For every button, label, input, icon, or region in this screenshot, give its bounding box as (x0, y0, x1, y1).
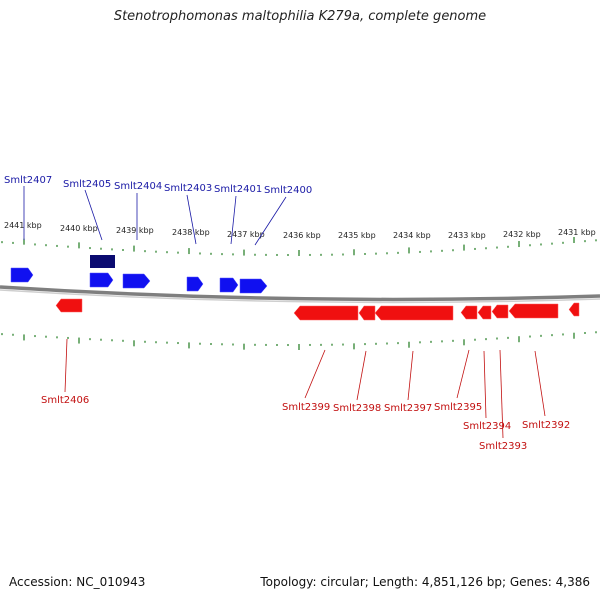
gene-label-smlt2398[interactable]: Smlt2398 (333, 403, 381, 414)
reverse-gene-arrow[interactable] (55, 298, 83, 313)
gene-label-smlt2395[interactable]: Smlt2395 (434, 402, 482, 413)
kbp-label: 2439 kbp (116, 226, 154, 235)
label-leader-line (254, 196, 287, 246)
forward-gene-arrow[interactable] (10, 267, 34, 283)
kbp-label: 2433 kbp (448, 231, 486, 240)
gene-label-smlt2407[interactable]: Smlt2407 (4, 175, 52, 186)
map-title: Stenotrophomonas maltophilia K279a, comp… (113, 9, 487, 24)
reverse-tick-track (1, 331, 597, 351)
forward-gene-arrow[interactable] (122, 273, 151, 289)
genome-summary-text: Topology: circular; Length: 4,851,126 bp… (260, 575, 590, 589)
label-leader-line (499, 349, 504, 439)
label-leader-line (534, 350, 546, 417)
genome-backbone-shadow (0, 289, 600, 304)
forward-tick-track (1, 236, 597, 257)
reverse-gene-arrow[interactable] (358, 305, 376, 321)
gene-label-smlt2393[interactable]: Smlt2393 (479, 441, 527, 452)
gene-label-smlt2401[interactable]: Smlt2401 (214, 184, 262, 195)
label-leader-line (456, 349, 470, 399)
gene-label-smlt2392[interactable]: Smlt2392 (522, 420, 570, 431)
forward-gene-arrow[interactable] (89, 272, 114, 288)
forward-gene-arrow[interactable] (219, 277, 239, 293)
reverse-gene-arrow[interactable] (568, 302, 580, 317)
reverse-gene-labels: Smlt2406 Smlt2399 Smlt2398 Smlt2397 Smlt… (41, 338, 570, 452)
genome-backbone (0, 285, 600, 302)
label-leader-line (64, 338, 68, 393)
label-leader-line (483, 350, 487, 419)
gene-label-smlt2405[interactable]: Smlt2405 (63, 179, 111, 190)
kbp-label: 2434 kbp (393, 231, 431, 240)
gene-label-smlt2406[interactable]: Smlt2406 (41, 395, 89, 406)
gene-label-smlt2394[interactable]: Smlt2394 (463, 421, 511, 432)
label-leader-line (304, 349, 326, 399)
kbp-label: 2432 kbp (503, 230, 541, 239)
reverse-gene-arrow[interactable] (460, 305, 478, 320)
gene-label-smlt2400[interactable]: Smlt2400 (264, 185, 312, 196)
kbp-label: 2440 kbp (60, 224, 98, 233)
forward-gene-labels: Smlt2407 Smlt2405 Smlt2404 Smlt2403 Smlt… (4, 175, 312, 246)
kbp-label: 2441 kbp (4, 221, 42, 230)
forward-gene-arrow-highlighted[interactable] (90, 255, 115, 268)
label-leader-line (407, 350, 414, 401)
forward-gene-arrow[interactable] (239, 278, 268, 294)
gene-label-smlt2404[interactable]: Smlt2404 (114, 181, 162, 192)
kbp-label: 2431 kbp (558, 228, 596, 237)
kbp-label: 2437 kbp (227, 230, 265, 239)
gene-label-smlt2403[interactable]: Smlt2403 (164, 183, 212, 194)
kbp-label: 2436 kbp (283, 231, 321, 240)
kbp-label: 2435 kbp (338, 231, 376, 240)
label-leader-line (230, 195, 237, 245)
reverse-gene-arrow[interactable] (508, 303, 559, 319)
gene-label-smlt2397[interactable]: Smlt2397 (384, 403, 432, 414)
label-leader-line (186, 194, 197, 245)
forward-gene-arrow[interactable] (186, 276, 204, 292)
gene-label-smlt2399[interactable]: Smlt2399 (282, 402, 330, 413)
reverse-gene-arrow[interactable] (477, 305, 492, 320)
label-leader-line (84, 189, 103, 241)
kbp-label: 2438 kbp (172, 228, 210, 237)
reverse-gene-arrow[interactable] (374, 305, 454, 321)
reverse-gene-arrow[interactable] (491, 304, 509, 319)
reverse-gene-arrow[interactable] (293, 305, 359, 321)
label-leader-line (356, 350, 367, 401)
accession-text: Accession: NC_010943 (9, 575, 146, 589)
